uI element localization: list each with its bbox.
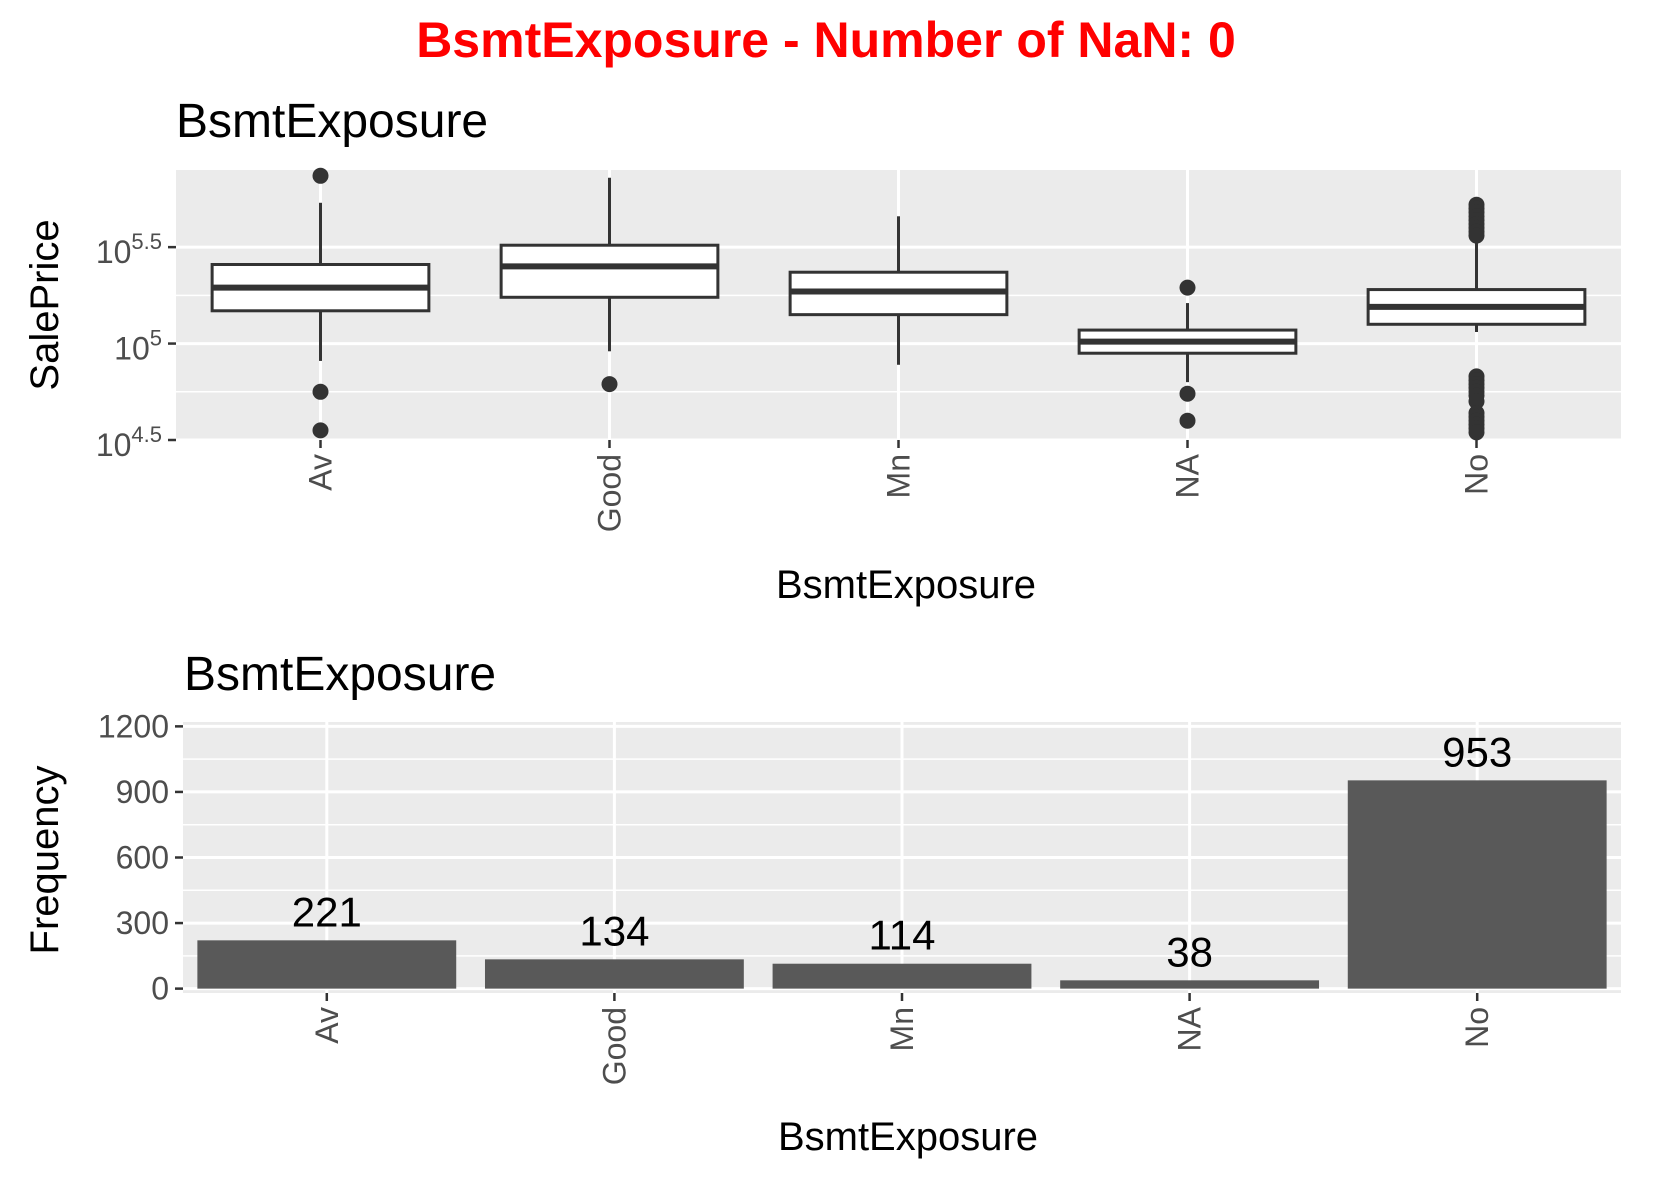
y-tick-label: 0 [151,971,169,1007]
barchart-title: BsmtExposure [184,648,496,701]
x-tick-label: No [1459,454,1495,495]
outlier-point [1468,227,1485,244]
barchart-x-axis: Av Good Mn NA No [309,993,1495,1085]
data-label: 134 [579,907,649,954]
boxplot-x-axis-title: BsmtExposure [776,563,1036,607]
x-tick-label: NA [1172,1006,1208,1051]
barchart-bars [197,780,1607,989]
boxplot-y-axis-title: SalePrice [23,219,67,390]
x-tick-label: No [1459,1007,1495,1048]
x-tick-label: Av [303,454,339,491]
y-tick-label: 105 [114,326,162,367]
outlier-point [1179,279,1196,296]
x-tick-label: Good [592,454,628,532]
outlier-point [1179,412,1196,429]
outlier-point [1468,424,1485,441]
figure-title: BsmtExposure - Number of NaN: 0 [416,12,1236,68]
data-label: 114 [869,912,936,959]
bar-na [1060,980,1320,989]
outlier-point [312,167,329,184]
data-label: 221 [292,888,362,935]
y-tick-label: 900 [116,774,169,810]
bar-av [197,940,457,989]
y-tick-label: 105.5 [96,229,162,270]
outlier-point [312,383,329,400]
y-tick-label: 104.5 [96,422,162,463]
y-tick-label: 600 [116,840,169,876]
x-tick-label: Mn [884,1007,920,1051]
barchart-y-axis-title: Frequency [23,766,67,955]
data-label: 953 [1442,728,1512,775]
box-av [210,167,431,439]
data-label: 38 [1166,928,1213,975]
barchart-x-axis-title: BsmtExposure [778,1115,1038,1159]
barchart-y-axis: 0 300 600 900 1200 [98,708,183,1007]
box-no [1366,196,1587,441]
interquartile-box [499,243,720,299]
outlier-point [601,376,618,393]
barchart-data-labels: 221 134 114 38 953 [292,728,1512,975]
boxplot-x-axis: Av Good Mn NA No [303,440,1495,532]
bar-mn [772,963,1032,989]
box-mn [788,216,1009,365]
x-tick-label: NA [1170,453,1206,498]
x-tick-label: Av [309,1007,345,1044]
bar-good [484,959,744,989]
outlier-point [312,422,329,439]
x-tick-label: Good [596,1007,632,1085]
boxplot-title: BsmtExposure [176,95,488,148]
y-tick-label: 300 [116,905,169,941]
outlier-point [1179,385,1196,402]
bar-no [1347,780,1607,989]
x-tick-label: Mn [881,454,917,498]
boxplot-marks [210,167,1587,441]
barchart-panel: BsmtExposure 0 300 600 900 1200 Av Good Mn NA No… [23,648,1621,1159]
y-tick-label: 1200 [98,708,169,744]
outlier-point [1468,393,1485,410]
box-na [1077,279,1298,429]
boxplot-y-axis: 104.5 105 105.5 [96,229,176,463]
box-good [499,177,720,393]
